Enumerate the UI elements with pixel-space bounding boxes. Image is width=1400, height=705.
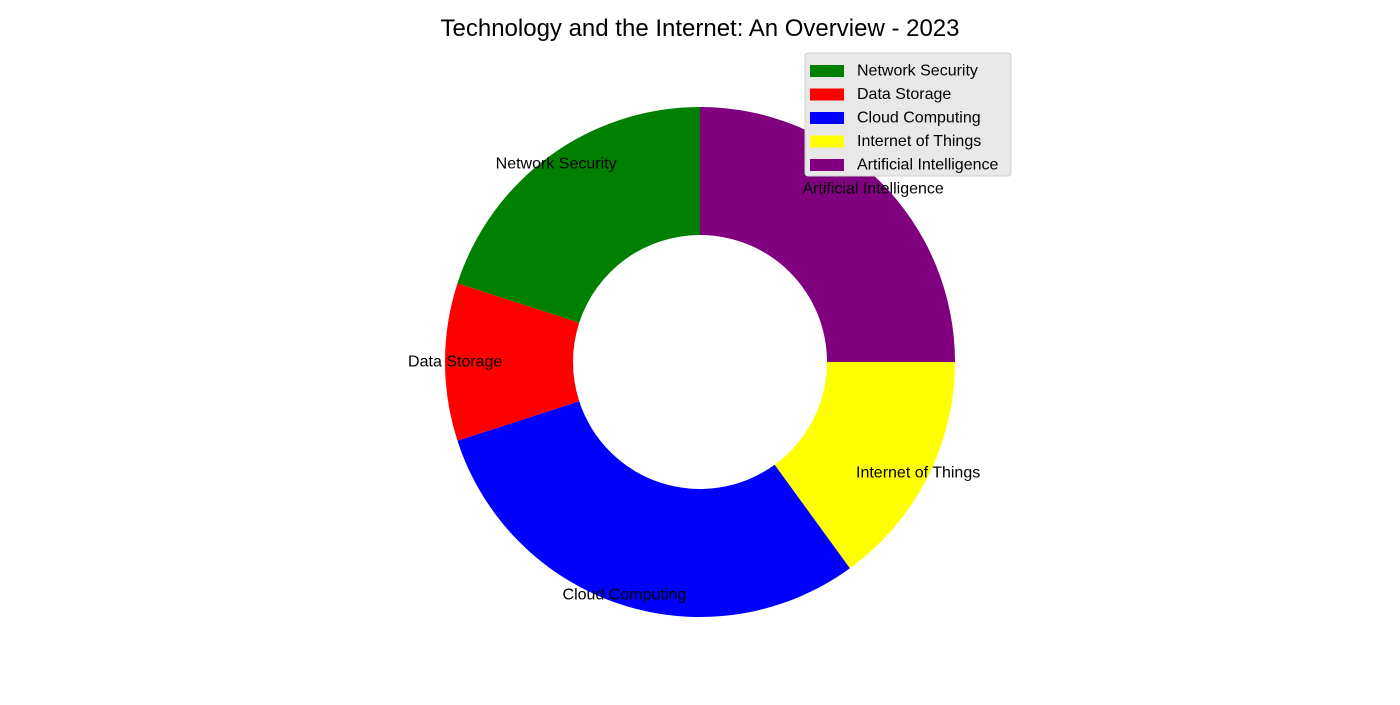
legend-label-network-security: Network Security	[857, 63, 978, 80]
chart-title: Technology and the Internet: An Overview…	[441, 15, 960, 42]
slice-label-cloud-computing: Cloud Computing	[563, 586, 687, 603]
legend-swatch-artificial-intelligence	[810, 159, 844, 171]
legend: Network Security Data Storage Cloud Comput…	[804, 52, 1012, 177]
slice-network-security	[457, 107, 700, 323]
slice-label-network-security: Network Security	[496, 155, 617, 172]
legend-label-artificial-intelligence: Artificial Intelligence	[857, 157, 999, 174]
slice-label-internet-of-things: Internet of Things	[856, 465, 980, 482]
legend-label-cloud-computing: Cloud Computing	[857, 110, 981, 127]
legend-box	[804, 52, 1012, 177]
legend-swatch-cloud-computing	[810, 112, 844, 124]
legend-label-data-storage: Data Storage	[857, 86, 951, 103]
slice-label-data-storage: Data Storage	[408, 354, 502, 371]
slice-artificial-intelligence	[700, 107, 955, 362]
slice-labels-layer: Artificial Intelligence Internet of Thing…	[408, 155, 980, 603]
legend-swatch-network-security	[810, 65, 844, 77]
legend-swatch-data-storage	[810, 88, 844, 101]
legend-swatch-internet-of-things	[810, 135, 844, 148]
slice-label-artificial-intelligence: Artificial Intelligence	[802, 180, 944, 197]
slice-cloud-computing	[457, 401, 850, 617]
slice-internet-of-things	[774, 362, 955, 569]
legend-label-internet-of-things: Internet of Things	[857, 133, 981, 150]
slices-layer	[445, 107, 955, 617]
slice-data-storage	[445, 283, 580, 441]
